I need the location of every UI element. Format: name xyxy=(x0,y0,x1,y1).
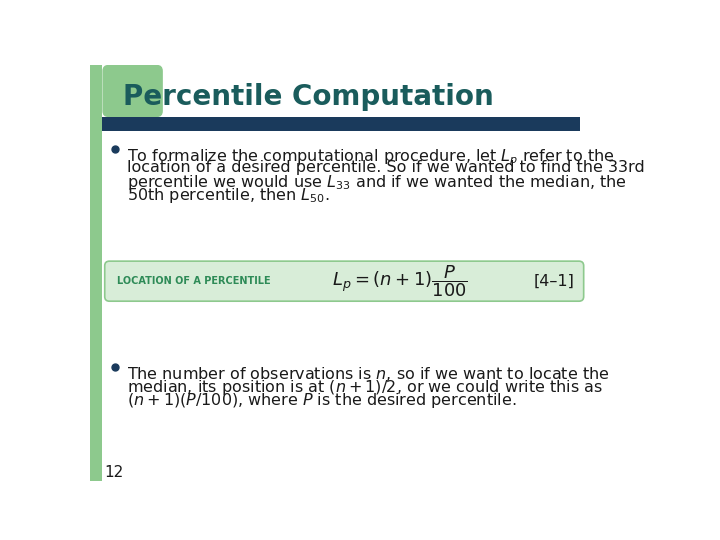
Text: LOCATION OF A PERCENTILE: LOCATION OF A PERCENTILE xyxy=(117,276,271,286)
Text: $L_p = (n + 1)\dfrac{P}{100}$: $L_p = (n + 1)\dfrac{P}{100}$ xyxy=(332,264,468,299)
Text: Percentile Computation: Percentile Computation xyxy=(122,83,493,111)
Text: $(n + 1)(P/100)$, where $P$ is the desired percentile.: $(n + 1)(P/100)$, where $P$ is the desir… xyxy=(127,392,516,410)
Text: 12: 12 xyxy=(104,465,123,481)
Text: [4–1]: [4–1] xyxy=(534,274,575,289)
Text: 50th percentile, then $L_{50}$.: 50th percentile, then $L_{50}$. xyxy=(127,186,330,205)
Text: The number of observations is $n$, so if we want to locate the: The number of observations is $n$, so if… xyxy=(127,365,610,383)
Text: To formalize the computational procedure, let $L_p$ refer to the: To formalize the computational procedure… xyxy=(127,147,615,168)
FancyBboxPatch shape xyxy=(102,65,163,117)
Bar xyxy=(102,117,580,131)
Text: percentile we would use $L_{33}$ and if we wanted the median, the: percentile we would use $L_{33}$ and if … xyxy=(127,173,627,192)
Bar xyxy=(90,65,102,481)
Text: median, its position is at $(n + 1)/2$, or we could write this as: median, its position is at $(n + 1)/2$, … xyxy=(127,378,603,397)
Text: location of a desired percentile. So if we wanted to find the 33rd: location of a desired percentile. So if … xyxy=(127,160,645,176)
FancyBboxPatch shape xyxy=(104,261,584,301)
